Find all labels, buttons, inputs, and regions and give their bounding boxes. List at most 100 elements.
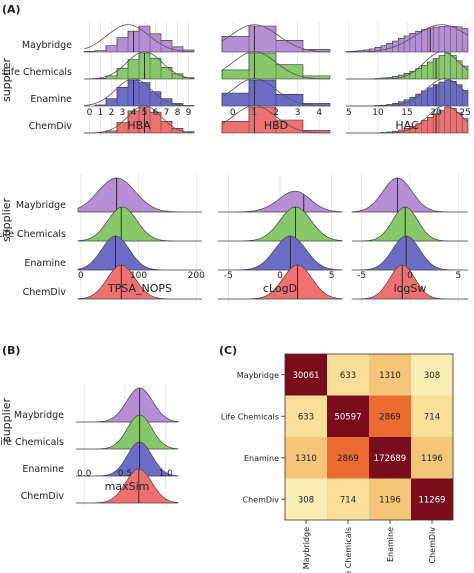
panel-label-c: (C) (219, 344, 237, 357)
x-axis-label: logSw (394, 282, 427, 295)
hba-histogram-chart: Maybridge Life Chemicals Enamine ChemDiv 0 1 2… (3, 22, 195, 137)
normal-curve (83, 105, 195, 134)
x-tick-label: 1 (252, 108, 258, 118)
heatmap-value: 1196 (379, 495, 401, 505)
normal-curve (83, 51, 195, 80)
heatmap-cell (411, 437, 453, 479)
x-tick-label: 2 (273, 108, 279, 118)
heatmap-value: 1310 (295, 454, 317, 464)
density-enamine (76, 441, 179, 477)
col-label: ChemDiv (428, 527, 437, 564)
x-axis-label: HBA (127, 119, 151, 132)
x-tick-label: 5 (329, 271, 335, 281)
supplier-label: ChemDiv (29, 121, 73, 132)
logsw-density-chart: -5 0 5 logSw (351, 174, 468, 303)
supplier-label: Maybridge (22, 40, 72, 51)
x-tick-label: 0 (87, 108, 93, 118)
normal-curve (221, 24, 331, 53)
panel-label-b: (B) (2, 344, 20, 357)
density-maybridge (77, 177, 202, 213)
normal-curve (346, 51, 469, 80)
supplier-label: ChemDiv (21, 491, 65, 502)
density-enamine (218, 235, 343, 271)
x-tick-label: 4 (131, 108, 137, 118)
x-tick-label: 8 (175, 108, 181, 118)
x-tick-label: 9 (186, 108, 192, 118)
tpsa-density-chart: Maybridge Life Chemicals Enamine ChemDiv 0 10… (0, 174, 205, 303)
normal-curve (345, 24, 469, 53)
heatmap-cell (285, 437, 327, 479)
heatmap-value: 172689 (374, 454, 406, 464)
normal-curve (83, 78, 195, 107)
heatmap-border (284, 353, 454, 521)
x-tick-label: 5 (346, 108, 352, 118)
heatmap-cell (327, 395, 369, 437)
density-chemdiv (218, 264, 343, 300)
heatmap-cell (327, 478, 369, 520)
density-chemdiv (77, 264, 202, 300)
heatmap-value: 633 (340, 371, 356, 381)
heatmap-value: 714 (340, 495, 356, 505)
supplier-label: Life Chemicals (0, 437, 64, 448)
x-tick-label: 0 (277, 271, 283, 281)
density-enamine (351, 235, 468, 271)
density-maybridge (76, 387, 179, 423)
col-label: Maybridge (302, 527, 311, 569)
heatmap-cell (285, 478, 327, 520)
density-life-chemicals (76, 414, 179, 450)
x-tick-label: 3 (295, 108, 301, 118)
supplier-label: ChemDiv (23, 287, 67, 298)
x-tick-label: 1 (98, 108, 104, 118)
heatmap-value: 30061 (292, 371, 319, 381)
density-chemdiv (76, 468, 179, 504)
x-tick-label: -5 (224, 271, 233, 281)
heatmap-value: 633 (298, 412, 314, 422)
x-tick-label: 1.0 (159, 469, 174, 479)
supplier-label: Life Chemicals (3, 67, 72, 78)
x-tick-label: 25 (459, 108, 470, 118)
y-axis-label-row3: supplier (0, 397, 13, 442)
x-tick-label: 200 (188, 271, 205, 281)
x-tick-label: 100 (130, 271, 147, 281)
density-maybridge (218, 190, 343, 213)
heatmap-value: 308 (298, 495, 314, 505)
heatmap-cell (369, 395, 411, 437)
normal-curve (221, 51, 331, 80)
x-tick-label: 20 (430, 108, 442, 118)
density-maybridge (351, 177, 468, 213)
x-tick-label: -5 (357, 271, 366, 281)
heatmap-cell (285, 354, 327, 396)
heatmap-cell (411, 354, 453, 396)
panel-label-a: (A) (2, 3, 21, 16)
x-axis-label: maxSim (105, 480, 150, 493)
heatmap-cell (411, 478, 453, 520)
supplier-label: Maybridge (14, 410, 64, 421)
heatmap-cell (369, 437, 411, 479)
x-tick-label: 4 (316, 108, 322, 118)
heatmap-value: 1196 (421, 454, 443, 464)
heatmap-value: 714 (424, 412, 440, 422)
normal-curve (83, 24, 195, 53)
row-label: Maybridge (237, 371, 279, 380)
y-axis-label-row1: supplier (0, 57, 13, 102)
supplier-label: Life Chemicals (0, 229, 66, 240)
supplier-label: Maybridge (16, 200, 66, 211)
col-label: Life Chemicals (344, 527, 353, 573)
x-tick-label: 2 (109, 108, 115, 118)
density-life-chemicals (77, 206, 202, 242)
x-tick-label: 0 (78, 271, 84, 281)
x-tick-label: 3 (120, 108, 126, 118)
heatmap-value: 2869 (379, 412, 401, 422)
overlap-heatmap-chart: 30061 633 1310 308 633 50597 2869 714 1310 2869 17… (221, 353, 454, 573)
x-axis-label: HBD (264, 119, 288, 132)
supplier-label: Enamine (24, 258, 66, 269)
row-label: ChemDiv (243, 495, 280, 504)
row-label: Enamine (244, 454, 279, 463)
heatmap-cell (411, 395, 453, 437)
x-tick-label: 6 (153, 108, 159, 118)
x-tick-label: 15 (401, 108, 412, 118)
density-chemdiv (351, 264, 468, 300)
x-tick-label: 0 (230, 108, 236, 118)
heatmap-cell (369, 354, 411, 396)
density-enamine (77, 235, 202, 271)
